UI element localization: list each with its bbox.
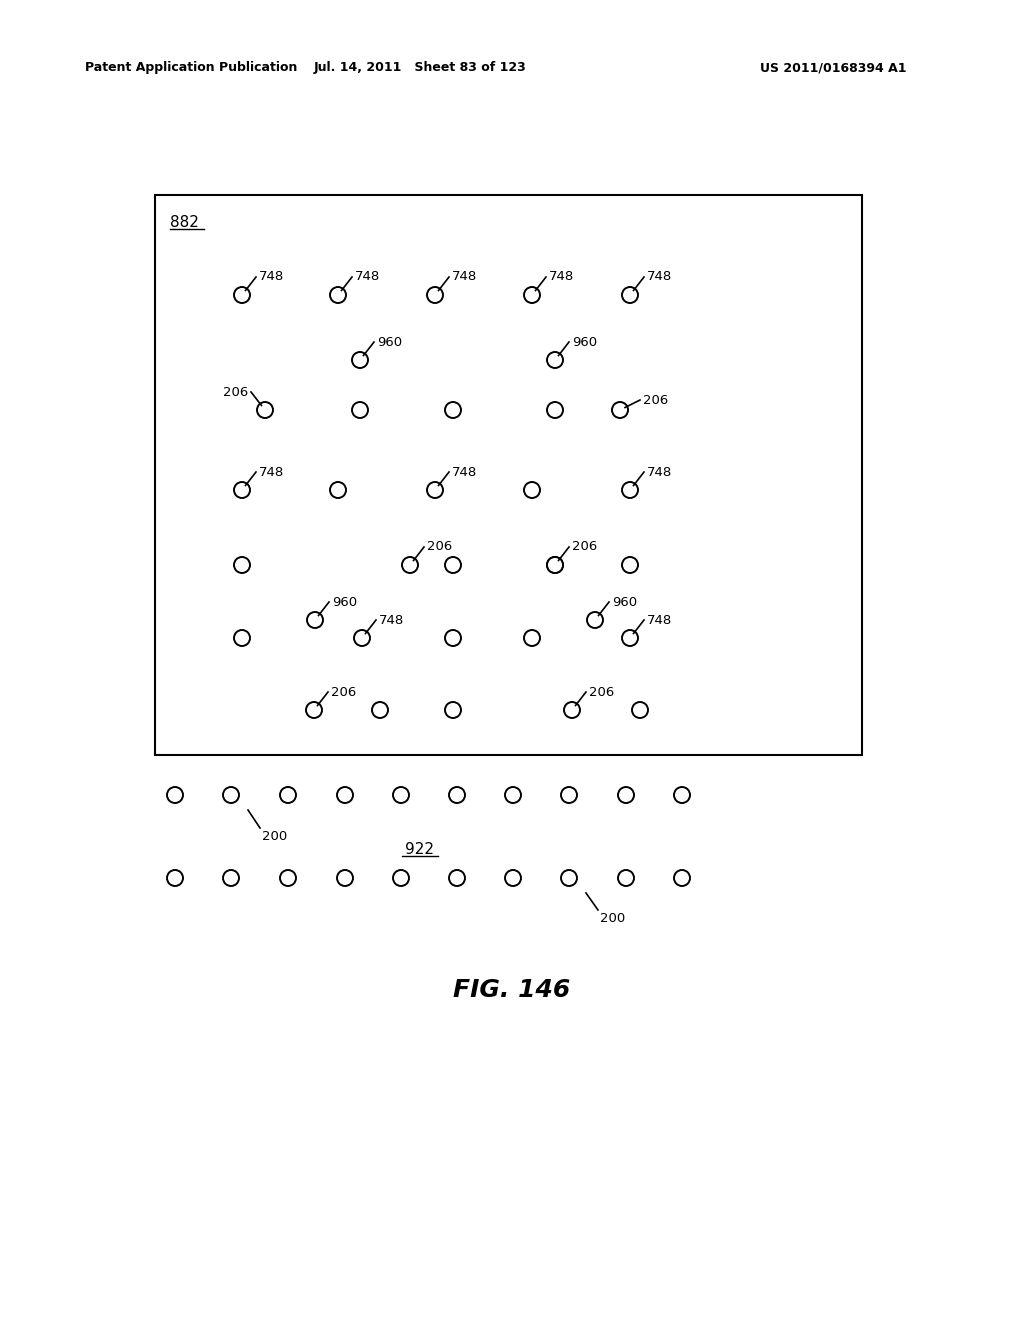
Text: 960: 960 xyxy=(377,335,402,348)
Circle shape xyxy=(445,557,461,573)
Circle shape xyxy=(307,612,323,628)
Circle shape xyxy=(372,702,388,718)
Text: Patent Application Publication: Patent Application Publication xyxy=(85,62,297,74)
Circle shape xyxy=(561,870,577,886)
Circle shape xyxy=(622,286,638,304)
Text: Jul. 14, 2011   Sheet 83 of 123: Jul. 14, 2011 Sheet 83 of 123 xyxy=(313,62,526,74)
Circle shape xyxy=(622,630,638,645)
Circle shape xyxy=(449,787,465,803)
Circle shape xyxy=(352,403,368,418)
Circle shape xyxy=(524,482,540,498)
Text: 206: 206 xyxy=(223,385,248,399)
Text: US 2011/0168394 A1: US 2011/0168394 A1 xyxy=(760,62,906,74)
Text: 206: 206 xyxy=(427,540,453,553)
Circle shape xyxy=(354,630,370,645)
Text: 206: 206 xyxy=(331,685,356,698)
Circle shape xyxy=(352,352,368,368)
Circle shape xyxy=(587,612,603,628)
Circle shape xyxy=(547,557,563,573)
Text: 882: 882 xyxy=(170,215,199,230)
Text: 960: 960 xyxy=(332,595,357,609)
Text: 960: 960 xyxy=(612,595,637,609)
Circle shape xyxy=(393,787,409,803)
Circle shape xyxy=(618,870,634,886)
Circle shape xyxy=(234,557,250,573)
Text: 200: 200 xyxy=(262,830,288,843)
Circle shape xyxy=(234,286,250,304)
Circle shape xyxy=(618,787,634,803)
Circle shape xyxy=(622,557,638,573)
Circle shape xyxy=(547,352,563,368)
Circle shape xyxy=(167,787,183,803)
Circle shape xyxy=(674,870,690,886)
Circle shape xyxy=(337,787,353,803)
Circle shape xyxy=(445,403,461,418)
Text: 748: 748 xyxy=(379,614,404,627)
Text: 748: 748 xyxy=(647,614,672,627)
Text: 748: 748 xyxy=(647,271,672,284)
Circle shape xyxy=(234,482,250,498)
Text: FIG. 146: FIG. 146 xyxy=(454,978,570,1002)
Circle shape xyxy=(306,702,322,718)
Circle shape xyxy=(427,482,443,498)
Circle shape xyxy=(564,702,580,718)
Circle shape xyxy=(547,403,563,418)
Bar xyxy=(155,195,862,755)
Circle shape xyxy=(632,702,648,718)
Circle shape xyxy=(547,557,563,573)
Text: 200: 200 xyxy=(600,912,626,925)
Text: 748: 748 xyxy=(549,271,574,284)
Circle shape xyxy=(234,630,250,645)
Circle shape xyxy=(402,557,418,573)
Circle shape xyxy=(505,870,521,886)
Circle shape xyxy=(561,787,577,803)
Text: 748: 748 xyxy=(452,271,477,284)
Text: 206: 206 xyxy=(572,540,597,553)
Text: 748: 748 xyxy=(355,271,380,284)
Circle shape xyxy=(223,870,239,886)
Text: 922: 922 xyxy=(406,842,434,857)
Circle shape xyxy=(280,787,296,803)
Circle shape xyxy=(257,403,273,418)
Circle shape xyxy=(612,403,628,418)
Text: 206: 206 xyxy=(589,685,614,698)
Circle shape xyxy=(337,870,353,886)
Circle shape xyxy=(505,787,521,803)
Circle shape xyxy=(524,630,540,645)
Circle shape xyxy=(622,482,638,498)
Circle shape xyxy=(449,870,465,886)
Text: 748: 748 xyxy=(259,466,285,479)
Text: 748: 748 xyxy=(647,466,672,479)
Circle shape xyxy=(330,286,346,304)
Circle shape xyxy=(445,702,461,718)
Text: 206: 206 xyxy=(643,393,669,407)
Circle shape xyxy=(330,482,346,498)
Text: 960: 960 xyxy=(572,335,597,348)
Circle shape xyxy=(167,870,183,886)
Circle shape xyxy=(674,787,690,803)
Text: 748: 748 xyxy=(452,466,477,479)
Circle shape xyxy=(524,286,540,304)
Circle shape xyxy=(427,286,443,304)
Circle shape xyxy=(280,870,296,886)
Circle shape xyxy=(223,787,239,803)
Circle shape xyxy=(445,630,461,645)
Text: 748: 748 xyxy=(259,271,285,284)
Circle shape xyxy=(393,870,409,886)
